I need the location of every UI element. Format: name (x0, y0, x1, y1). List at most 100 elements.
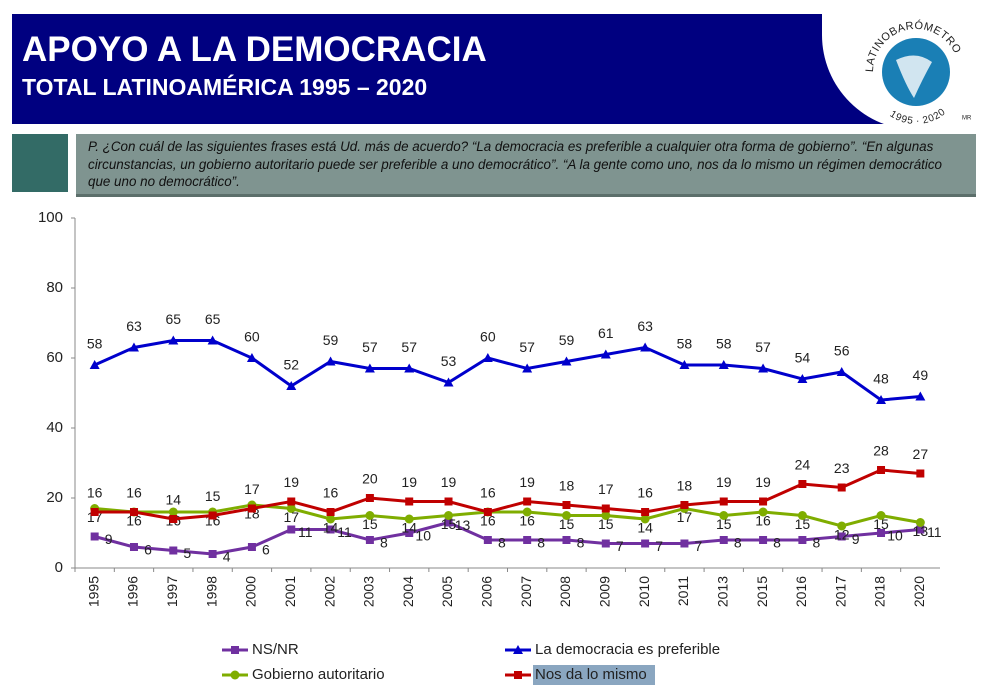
data-label: 9 (852, 531, 860, 547)
data-label: 8 (812, 535, 820, 551)
data-label: 60 (244, 329, 260, 345)
legend-label: Nos da lo mismo (535, 666, 647, 683)
point (600, 349, 611, 359)
point (679, 360, 690, 369)
data-label: 54 (795, 350, 811, 366)
point (169, 546, 178, 555)
point (365, 494, 374, 502)
point (640, 514, 650, 524)
data-label: 11 (337, 524, 352, 540)
point (522, 363, 533, 373)
data-label: 56 (834, 343, 850, 359)
data-label: 16 (519, 513, 535, 529)
legend-marker (514, 671, 522, 679)
data-label: 49 (913, 367, 929, 383)
point (89, 360, 100, 369)
data-label: 15 (559, 516, 575, 532)
point (286, 381, 297, 390)
data-label: 57 (401, 339, 417, 355)
data-label: 18 (559, 478, 575, 494)
subtitle: TOTAL LATINOAMÉRICA 1995 – 2020 (22, 74, 428, 100)
data-label: 19 (755, 474, 771, 490)
legend-marker (231, 646, 239, 654)
legend-highlight (533, 665, 655, 685)
point (837, 532, 846, 541)
data-label: 60 (480, 329, 496, 345)
point (523, 536, 532, 544)
point (759, 536, 768, 544)
data-label: 8 (734, 535, 742, 551)
x-tick-label: 2015 (754, 576, 770, 607)
point (129, 543, 138, 551)
point (287, 497, 296, 506)
x-tick-label: 2011 (675, 576, 691, 606)
data-label: 16 (126, 485, 142, 501)
x-tick-label: 2000 (243, 576, 259, 607)
point (837, 521, 847, 531)
point (444, 497, 453, 506)
point (876, 395, 887, 404)
point (325, 356, 336, 366)
data-label: 63 (126, 318, 142, 334)
data-label: 61 (598, 325, 614, 341)
x-tick-label: 2018 (872, 576, 888, 607)
data-label: 52 (283, 357, 299, 373)
point (680, 501, 689, 509)
point (798, 536, 807, 544)
y-tick-label: 100 (38, 209, 63, 226)
point (837, 483, 846, 492)
data-label: 5 (183, 545, 191, 561)
point (404, 363, 415, 373)
data-label: 58 (87, 336, 103, 352)
data-label: 15 (362, 516, 378, 532)
data-label: 16 (480, 485, 496, 501)
data-label: 58 (716, 336, 732, 352)
x-tick-label: 1997 (164, 576, 180, 607)
data-label: 7 (695, 538, 703, 554)
logo-mark: MR (962, 116, 972, 122)
point (208, 511, 217, 520)
legend-label: La democracia es preferible (535, 641, 720, 658)
data-label: 15 (441, 516, 457, 532)
point (168, 335, 179, 345)
point (365, 511, 375, 520)
data-label: 15 (795, 516, 811, 532)
x-tick-label: 2006 (479, 576, 495, 607)
point (718, 360, 729, 369)
data-label: 12 (834, 527, 850, 543)
data-label: 48 (873, 371, 889, 387)
x-tick-label: 2003 (361, 576, 377, 607)
x-tick-label: 2016 (793, 576, 809, 607)
question-marker (12, 134, 68, 192)
data-label: 65 (205, 311, 221, 327)
data-label: 19 (401, 474, 417, 490)
data-label: 8 (498, 535, 506, 551)
data-label: 18 (677, 478, 693, 494)
data-label: 14 (166, 492, 182, 508)
x-tick-label: 2001 (282, 576, 298, 607)
data-label: 28 (873, 443, 889, 459)
point (365, 536, 374, 544)
data-label: 19 (283, 474, 299, 490)
data-label: 20 (362, 471, 378, 487)
point (640, 342, 651, 352)
point (641, 508, 650, 516)
point (798, 480, 807, 488)
point (915, 391, 926, 401)
point (444, 511, 454, 520)
point (601, 511, 611, 520)
point (876, 511, 886, 520)
legend-label: Gobierno autoritario (252, 666, 385, 683)
point (208, 550, 217, 558)
point (90, 532, 99, 541)
legend-label: NS/NR (252, 641, 299, 658)
data-label: 8 (380, 535, 388, 551)
point (128, 342, 139, 352)
data-label: 7 (655, 538, 663, 554)
data-label: 17 (598, 481, 614, 497)
data-label: 17 (283, 509, 299, 525)
question-text: P. ¿Con cuál de las siguientes frases es… (88, 139, 942, 189)
data-label: 17 (677, 509, 693, 525)
data-label: 6 (262, 542, 270, 558)
